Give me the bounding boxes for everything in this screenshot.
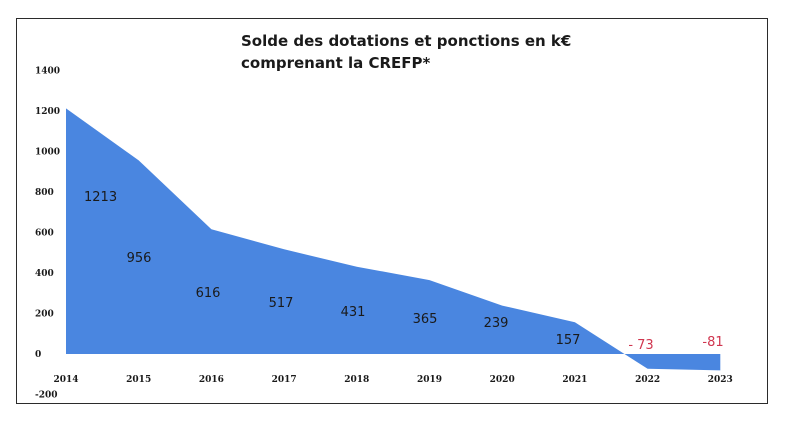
x-tick-label: 2019 (417, 375, 442, 385)
y-tick-label: 200 (35, 310, 54, 320)
x-tick-label: 2022 (635, 375, 660, 385)
area-series (66, 108, 721, 371)
y-tick-label: 1200 (35, 107, 60, 117)
data-label-2019: 365 (413, 312, 438, 327)
data-label-2017: 517 (269, 296, 294, 311)
data-label-2020: 239 (484, 316, 509, 331)
y-tick-label: 0 (35, 350, 41, 360)
x-tick-label: 2017 (272, 375, 297, 385)
y-tick-label: 800 (35, 188, 54, 198)
data-label-2015: 956 (127, 251, 152, 266)
x-tick-label: 2021 (562, 375, 587, 385)
y-tick-label: 400 (35, 269, 54, 279)
chart-title-line1: Solde des dotations et ponctions en k€ (241, 32, 572, 50)
x-tick-label: 2023 (708, 375, 733, 385)
chart-frame (16, 18, 768, 404)
x-tick-label: 2016 (199, 375, 224, 385)
data-label-2022: - 73 (628, 338, 653, 353)
x-tick-label: 2018 (344, 375, 369, 385)
x-tick-label: 2014 (53, 375, 78, 385)
y-tick-label: 1000 (35, 148, 60, 158)
y-tick-label: -200 (35, 391, 58, 401)
data-label-2016: 616 (196, 286, 221, 301)
x-tick-label: 2015 (126, 375, 151, 385)
y-tick-label: 1400 (35, 67, 60, 77)
y-tick-label: 600 (35, 229, 54, 239)
data-label-2023: -81 (702, 335, 723, 350)
data-label-2018: 431 (341, 305, 366, 320)
x-tick-label: 2020 (490, 375, 515, 385)
chart-title-line2: comprenant la CREFP* (241, 54, 431, 72)
data-label-2021: 157 (556, 333, 581, 348)
data-label-2014: 1213 (84, 190, 117, 205)
